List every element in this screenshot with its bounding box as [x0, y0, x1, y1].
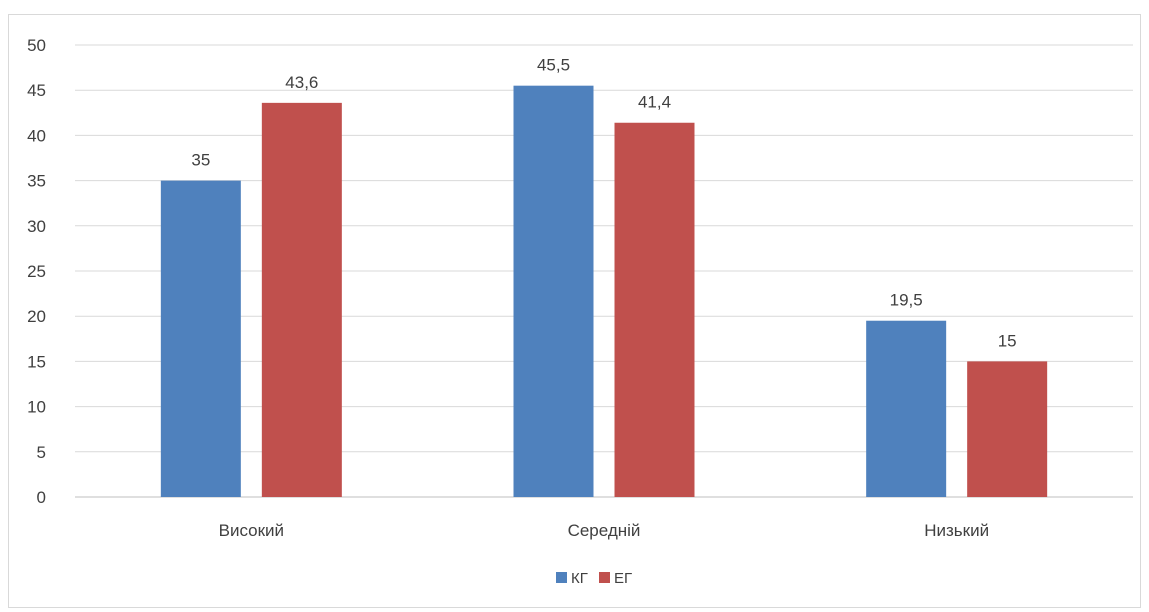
data-label: 15: [998, 331, 1017, 350]
data-label: 19,5: [890, 291, 923, 310]
data-label: 41,4: [638, 93, 671, 112]
data-label: 35: [191, 151, 210, 170]
y-tick-label: 5: [37, 443, 46, 462]
y-tick-label: 45: [27, 81, 46, 100]
y-tick-label: 30: [27, 217, 46, 236]
bar: [967, 361, 1048, 497]
y-tick-label: 35: [27, 172, 46, 191]
category-label: Низький: [924, 521, 989, 540]
y-tick-label: 50: [27, 36, 46, 55]
data-label: 45,5: [537, 56, 570, 75]
y-tick-label: 15: [27, 352, 46, 371]
bar: [866, 320, 947, 497]
bar: [614, 122, 695, 497]
category-label: Середній: [568, 521, 641, 540]
y-tick-label: 0: [37, 488, 46, 507]
legend-label: КГ: [571, 570, 588, 587]
legend-swatch: [599, 572, 610, 583]
legend-swatch: [556, 572, 567, 583]
y-tick-label: 10: [27, 398, 46, 417]
y-tick-label: 40: [27, 126, 46, 145]
bar: [513, 85, 594, 498]
data-label: 43,6: [285, 73, 318, 92]
y-tick-label: 20: [27, 307, 46, 326]
bar: [261, 102, 342, 497]
legend-label: ЕГ: [614, 570, 632, 587]
y-tick-label: 25: [27, 262, 46, 281]
category-label: Високий: [219, 521, 284, 540]
bar: [160, 180, 241, 497]
